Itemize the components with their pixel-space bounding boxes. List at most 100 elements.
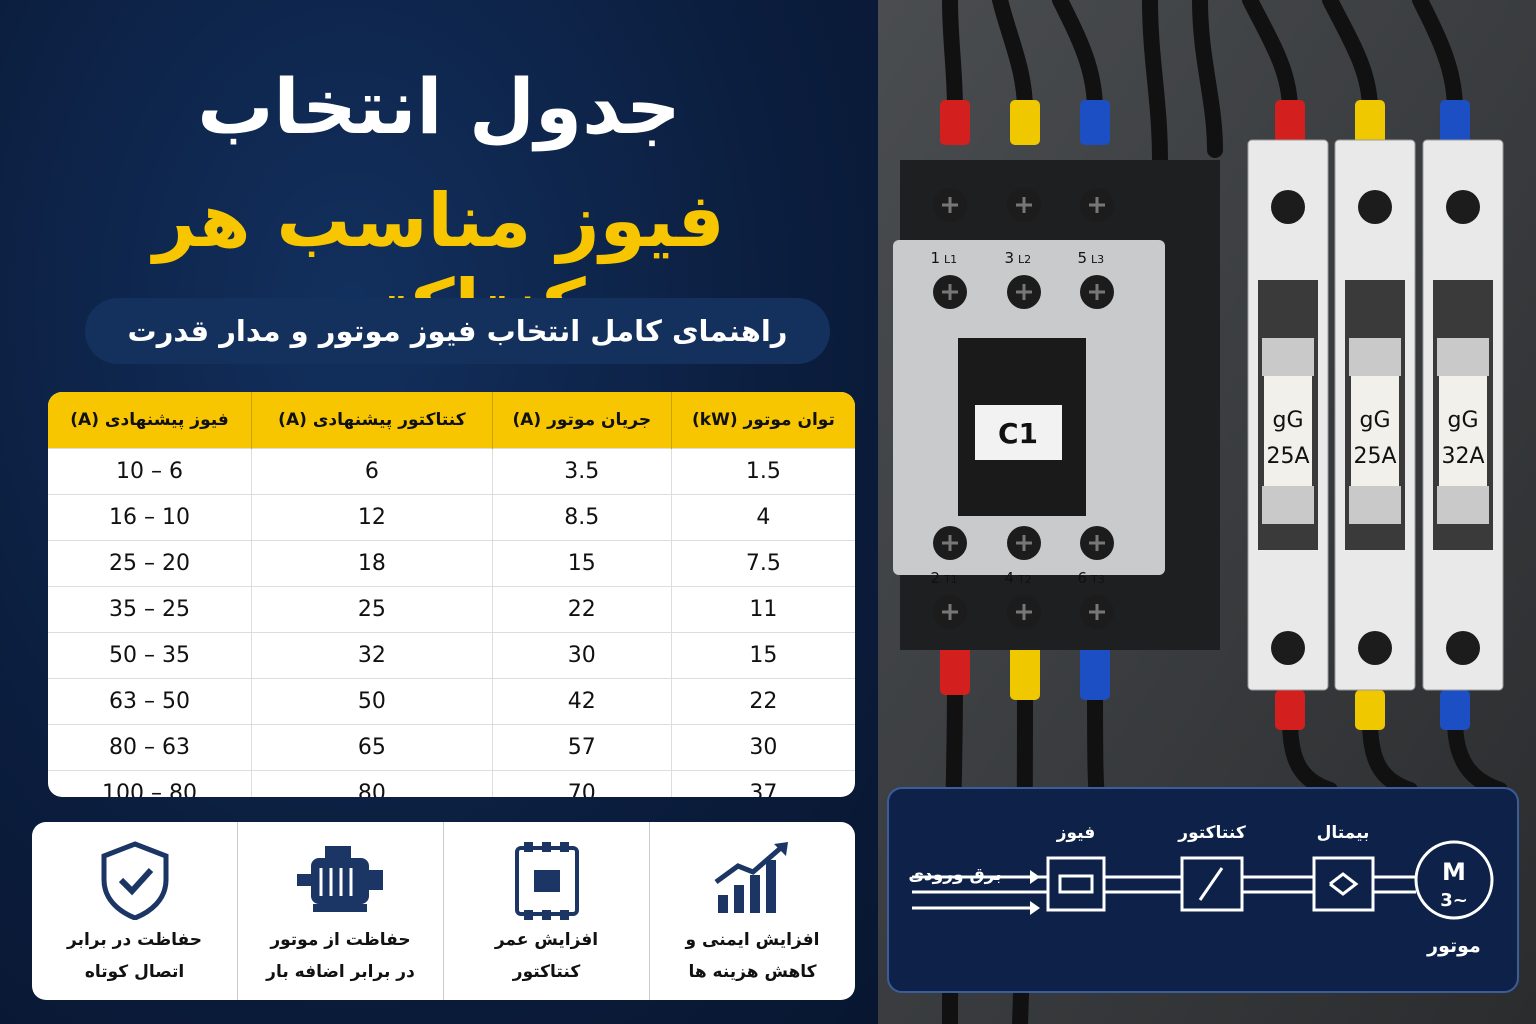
table-cell: 4 (670, 494, 855, 541)
motor-icon (296, 846, 383, 912)
table-cell: 12 (251, 494, 493, 541)
screw-slot (942, 284, 958, 300)
table-cell: 42 (491, 678, 672, 725)
table-cell: 50 (251, 678, 493, 725)
table-cell: 22 (491, 586, 672, 633)
table-row: 37 70 80 80 – 100 (48, 770, 855, 797)
table-cell: 25 (251, 586, 493, 633)
table-body: 1.5 3.5 6 6 – 10 4 8.5 12 10 – 16 7.5 15 18 20 – 25… (48, 448, 855, 797)
table-cell: 1.5 (670, 448, 855, 495)
table-row: 1.5 3.5 6 6 – 10 (48, 448, 855, 495)
terminal-label: L2 (1018, 253, 1031, 266)
table-row: 15 30 32 35 – 50 (48, 632, 855, 679)
terminal-label: L3 (1091, 253, 1104, 266)
feature-text: افزایش ایمنی و (685, 930, 820, 950)
subtitle: راهنمای کامل انتخاب فیوز موتور و مدار قد… (85, 298, 830, 364)
screw-slot (942, 604, 958, 620)
motor-phase: 3~ (1440, 890, 1468, 911)
table-cell: 20 – 25 (48, 540, 252, 587)
feature-text: حفاظت در برابر (67, 930, 202, 950)
screw (1446, 190, 1480, 224)
contactor-label (975, 405, 1062, 460)
screw-slot (1089, 535, 1105, 551)
diagram-fuse: فیوز (1056, 823, 1096, 843)
fuse-type: gG (1447, 408, 1478, 433)
table-cell: 15 (491, 540, 672, 587)
motor-symbol: M (1442, 858, 1466, 886)
fuse-cap (1349, 486, 1401, 524)
table-cell: 80 (251, 770, 493, 797)
terminals: 1 L1 3 L2 5 L3 2 T1 4 T2 6 T3 (930, 188, 1114, 629)
table-cell: 11 (670, 586, 855, 633)
panel-photo: C1 1 L1 3 L2 5 L3 2 T1 4 T2 6 T3 gG 25A gG 25A gG 32A بر… (878, 0, 1536, 1024)
feature: حفاظت از موتور در برابر اضافه بار (237, 822, 443, 1000)
fuse-body (1439, 376, 1487, 486)
column-header: کنتاکتور پیشنهادی (A) (251, 392, 493, 449)
trend-icon (714, 842, 788, 913)
diagram-overload: بیمتال (1317, 823, 1370, 843)
column-header: توان موتور (kW) (670, 392, 855, 449)
diagram-input: برق ورودی (908, 865, 1001, 885)
fuse-cap (1349, 338, 1401, 376)
screw-slot (1016, 284, 1032, 300)
contactor-icon (514, 842, 579, 920)
screw-slot (1089, 197, 1105, 213)
terminal-label: T3 (1090, 573, 1105, 586)
table-cell: 65 (251, 724, 493, 771)
ferrules (940, 100, 1470, 730)
terminal-label: 3 (1004, 249, 1014, 267)
table-cell: 6 – 10 (48, 448, 252, 495)
feature-text: اتصال کوتاه (84, 962, 185, 982)
terminal-label: 4 (1004, 569, 1014, 587)
screw-slot (1089, 604, 1105, 620)
table-cell: 30 (491, 632, 672, 679)
fuse-cap (1437, 338, 1489, 376)
diagram-box (887, 787, 1519, 993)
shield-icon (101, 841, 168, 921)
screw (1358, 631, 1392, 665)
terminal-label: 6 (1077, 569, 1087, 587)
screw (1271, 631, 1305, 665)
terminal-label: T1 (943, 573, 958, 586)
fuse-cap (1262, 486, 1314, 524)
terminal-label: 5 (1077, 249, 1087, 267)
table-cell: 7.5 (670, 540, 855, 587)
table-row: 30 57 65 63 – 80 (48, 724, 855, 771)
feature: افزایش ایمنی و کاهش هزینه ها (649, 822, 855, 1000)
table-cell: 37 (670, 770, 855, 797)
table-cell: 80 – 100 (48, 770, 252, 797)
feature-text: کاهش هزینه ها (688, 962, 817, 982)
fuse-body (1264, 376, 1312, 486)
arrowheads (1030, 870, 1040, 915)
table-cell: 57 (491, 724, 672, 771)
table-row: 11 22 25 25 – 35 (48, 586, 855, 633)
terminal-label: L1 (944, 253, 957, 266)
table-row: 7.5 15 18 20 – 25 (48, 540, 855, 587)
fuse-table: توان موتور (kW) جریان موتور (A) کنتاکتور پ… (48, 392, 855, 797)
fuse-type: gG (1359, 408, 1390, 433)
diagram-labels: برق ورودی فیوز کنتاکتور بیمتال M 3~ موتو… (908, 823, 1480, 957)
table-cell: 70 (491, 770, 672, 797)
screw (1446, 631, 1480, 665)
table-cell: 63 – 80 (48, 724, 252, 771)
terminal-label: T2 (1017, 573, 1032, 586)
table-cell: 30 (670, 724, 855, 771)
screw-slot (942, 197, 958, 213)
features: افزایش ایمنی و کاهش هزینه ها افزایش عمر … (32, 822, 855, 1000)
contactor-name: C1 (998, 417, 1038, 450)
table-cell: 32 (251, 632, 493, 679)
feature: افزایش عمر کنتاکتور (443, 822, 649, 1000)
feature-text: افزایش عمر (494, 930, 599, 950)
screw (1358, 190, 1392, 224)
fuse-cap (1262, 338, 1314, 376)
diagram-motor: موتور (1426, 935, 1481, 957)
terminal-label: 1 (930, 249, 940, 267)
feature-text: در برابر اضافه بار (266, 962, 415, 982)
screw-slot (1089, 284, 1105, 300)
table-row: 22 42 50 50 – 63 (48, 678, 855, 725)
fuse-type: gG (1272, 408, 1303, 433)
table-cell: 22 (670, 678, 855, 725)
table-cell: 10 – 16 (48, 494, 252, 541)
screw-slot (1016, 604, 1032, 620)
